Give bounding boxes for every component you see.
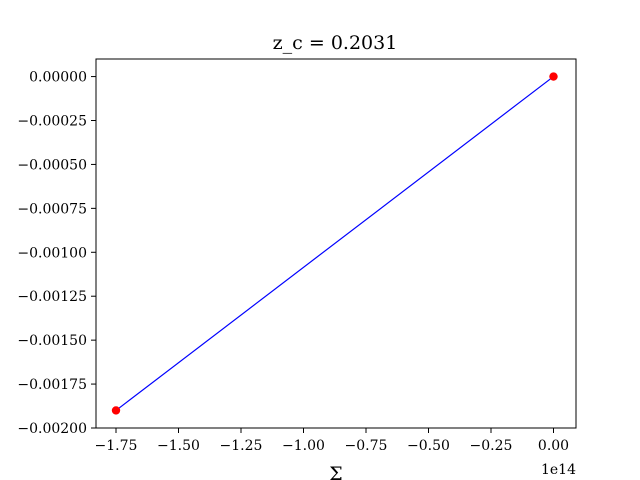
plot-area [111, 72, 558, 415]
x-axis: −1.75 −1.50 −1.25 −1.00 −0.75 −0.50 −0.25 0.00 [95, 428, 569, 454]
chart-title: z_c = 0.2031 [273, 32, 398, 54]
y-axis: 0.00000 −0.00025 −0.00050 −0.00075 −0.00100 −… [17, 70, 96, 437]
y-tick-label: −0.00025 [17, 114, 87, 130]
y-tick-label: −0.00050 [17, 157, 87, 173]
data-point [111, 406, 121, 415]
y-tick-label: −0.00075 [17, 201, 87, 217]
axes-frame [95, 58, 577, 429]
series-line [115, 76, 554, 411]
x-offset-label: 1e14 [541, 462, 576, 478]
x-axis-label: Σ [329, 463, 342, 480]
x-tick-label: −1.75 [95, 438, 138, 454]
y-tick-label: −0.00175 [17, 377, 87, 393]
y-tick-label: −0.00150 [17, 333, 87, 349]
x-tick-label: −1.00 [282, 438, 325, 454]
x-tick-label: −0.25 [470, 438, 513, 454]
y-tick-label: −0.00100 [17, 245, 87, 261]
x-tick-label: 0.00 [538, 438, 569, 454]
x-tick-label: −1.50 [157, 438, 200, 454]
x-tick-label: −0.50 [407, 438, 450, 454]
data-point [549, 72, 558, 81]
y-tick-label: 0.00000 [29, 70, 87, 86]
y-tick-label: −0.00125 [17, 289, 87, 305]
y-tick-label: −0.00200 [17, 421, 87, 437]
x-tick-label: −0.75 [345, 438, 388, 454]
x-tick-label: −1.25 [220, 438, 263, 454]
